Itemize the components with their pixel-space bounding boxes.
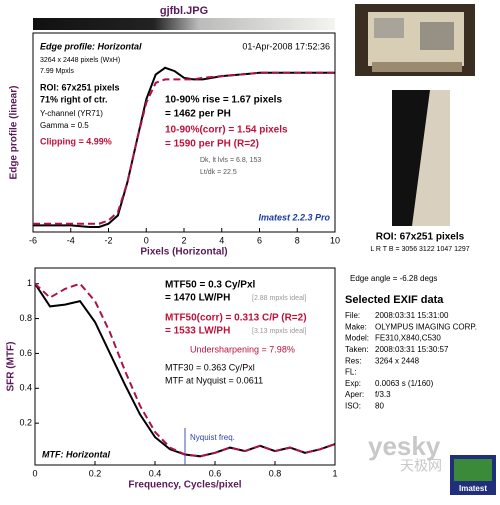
exif-value: 0.0063 s (1/160) xyxy=(375,379,434,388)
annotation: = 1462 per PH xyxy=(165,109,231,120)
annotation: 7.99 Mpxls xyxy=(40,68,74,75)
exif-value: OLYMPUS IMAGING CORP. xyxy=(375,322,477,331)
annotation: 10-90% rise = 1.67 pixels xyxy=(165,95,282,106)
annotation: Y-channel (YR71) xyxy=(40,109,103,118)
x-tick-label: -6 xyxy=(29,235,37,245)
exif-value: 2008:03:31 15:30:57 xyxy=(375,345,449,354)
roi-bounds: L R T B = 3056 3122 1047 1297 xyxy=(370,246,469,253)
annotation: 10-90%(corr) = 1.54 pixels xyxy=(165,125,288,136)
thumbnail xyxy=(355,4,475,76)
x-tick-label: 6 xyxy=(257,235,262,245)
annotation: 3264 x 2448 pixels (WxH) xyxy=(40,57,120,64)
x-tick-label: 4 xyxy=(219,235,224,245)
exif-label: Exp: xyxy=(345,379,361,388)
x-tick-label: 0.2 xyxy=(89,468,102,478)
annotation: MTF30 = 0.363 Cy/Pxl xyxy=(165,362,255,372)
x-tick-label: 8 xyxy=(295,235,300,245)
annotation: ROI: 67x251 pixels xyxy=(40,82,120,92)
exif-label: Taken: xyxy=(345,345,369,354)
x-tick-label: 0.8 xyxy=(269,468,282,478)
annotation: Edge profile: Horizontal xyxy=(40,41,142,51)
annotation: = 1470 LW/PH xyxy=(165,293,230,304)
exif-label: Aper: xyxy=(345,390,364,399)
exif-label: Make: xyxy=(345,322,367,331)
edge-strip xyxy=(33,18,335,30)
annotation: [2.88 mpxls ideal] xyxy=(252,295,307,302)
x-tick-label: 0.4 xyxy=(149,468,162,478)
watermark-cn: 天极网 xyxy=(400,458,442,474)
annotation: Undersharpening = 7.98% xyxy=(190,344,295,354)
x-tick-label: 2 xyxy=(181,235,186,245)
x-tick-label: 1 xyxy=(332,468,337,478)
annotation: MTF: Horizontal xyxy=(42,449,110,459)
exif-value: f/3.3 xyxy=(375,390,391,399)
logo-graphic xyxy=(454,459,492,481)
y-axis-label: SFR (MTF) xyxy=(6,342,17,392)
roi-image xyxy=(392,90,450,226)
annotation: MTF50 = 0.3 Cy/Pxl xyxy=(165,280,256,291)
exif-value: 3264 x 2448 xyxy=(375,356,420,365)
annotation: Gamma = 0.5 xyxy=(40,121,89,130)
y-tick-label: 0.2 xyxy=(19,418,32,428)
annotation: MTF at Nyquist = 0.0611 xyxy=(165,375,263,385)
exif-label: ISO: xyxy=(345,402,361,411)
chart-title: gjfbl.JPG xyxy=(160,5,208,17)
exif-title: Selected EXIF data xyxy=(345,294,444,306)
series-line xyxy=(34,282,336,458)
roi-label: ROI: 67x251 pixels xyxy=(376,232,465,243)
exif-label: Model: xyxy=(345,334,369,343)
y-tick-label: 1 xyxy=(27,278,32,288)
exif-value: FE310,X840,C530 xyxy=(375,334,441,343)
annotation: 01-Apr-2008 17:52:36 xyxy=(242,41,330,51)
x-axis-label: Pixels (Horizontal) xyxy=(140,247,227,258)
annotation: MTF50(corr) = 0.313 C/P (R=2) xyxy=(165,313,307,324)
annotation: Clipping = 4.99% xyxy=(40,136,112,146)
series-line xyxy=(33,66,335,228)
logo-text: Imatest xyxy=(459,484,487,493)
y-tick-label: 0.4 xyxy=(19,383,32,393)
x-axis-label: Frequency, Cycles/pixel xyxy=(128,480,241,491)
annotation: = 1590 per PH (R=2) xyxy=(165,139,259,150)
annotation: Imatest 2.2.3 Pro xyxy=(258,212,330,222)
y-axis-label: Edge profile (linear) xyxy=(9,86,20,180)
exif-label: Res: xyxy=(345,356,361,365)
series-line xyxy=(33,71,335,225)
annotation: 71% right of ctr. xyxy=(40,94,108,104)
annotation: = 1533 LW/PH xyxy=(165,326,230,337)
x-tick-label: 0 xyxy=(32,468,37,478)
annotation: [3.13 mpxls ideal] xyxy=(252,328,307,335)
exif-value: 80 xyxy=(375,402,384,411)
annotation: Lt/dk = 22.5 xyxy=(200,169,237,176)
x-tick-label: 0.6 xyxy=(209,468,222,478)
exif-value: 2008:03:31 15:31:00 xyxy=(375,311,449,320)
edge-angle: Edge angle = -6.28 degs xyxy=(350,274,437,283)
x-tick-label: 10 xyxy=(330,235,340,245)
x-tick-label: 0 xyxy=(144,235,149,245)
x-tick-label: -4 xyxy=(67,235,75,245)
exif-label: File: xyxy=(345,311,360,320)
annotation: Dk, lt lvls = 6.8, 153 xyxy=(200,157,261,164)
exif-label: FL: xyxy=(345,368,357,377)
exif-table: File: 2008:03:31 15:31:00 Make: OLYMPUS IMA… xyxy=(345,311,477,410)
annotation: Nyquist freq. xyxy=(190,433,235,442)
y-tick-label: 0.8 xyxy=(19,313,32,323)
plot-area xyxy=(32,32,336,233)
watermark: yesky xyxy=(368,431,441,461)
y-tick-label: 0.6 xyxy=(19,348,32,358)
x-tick-label: -2 xyxy=(104,235,112,245)
